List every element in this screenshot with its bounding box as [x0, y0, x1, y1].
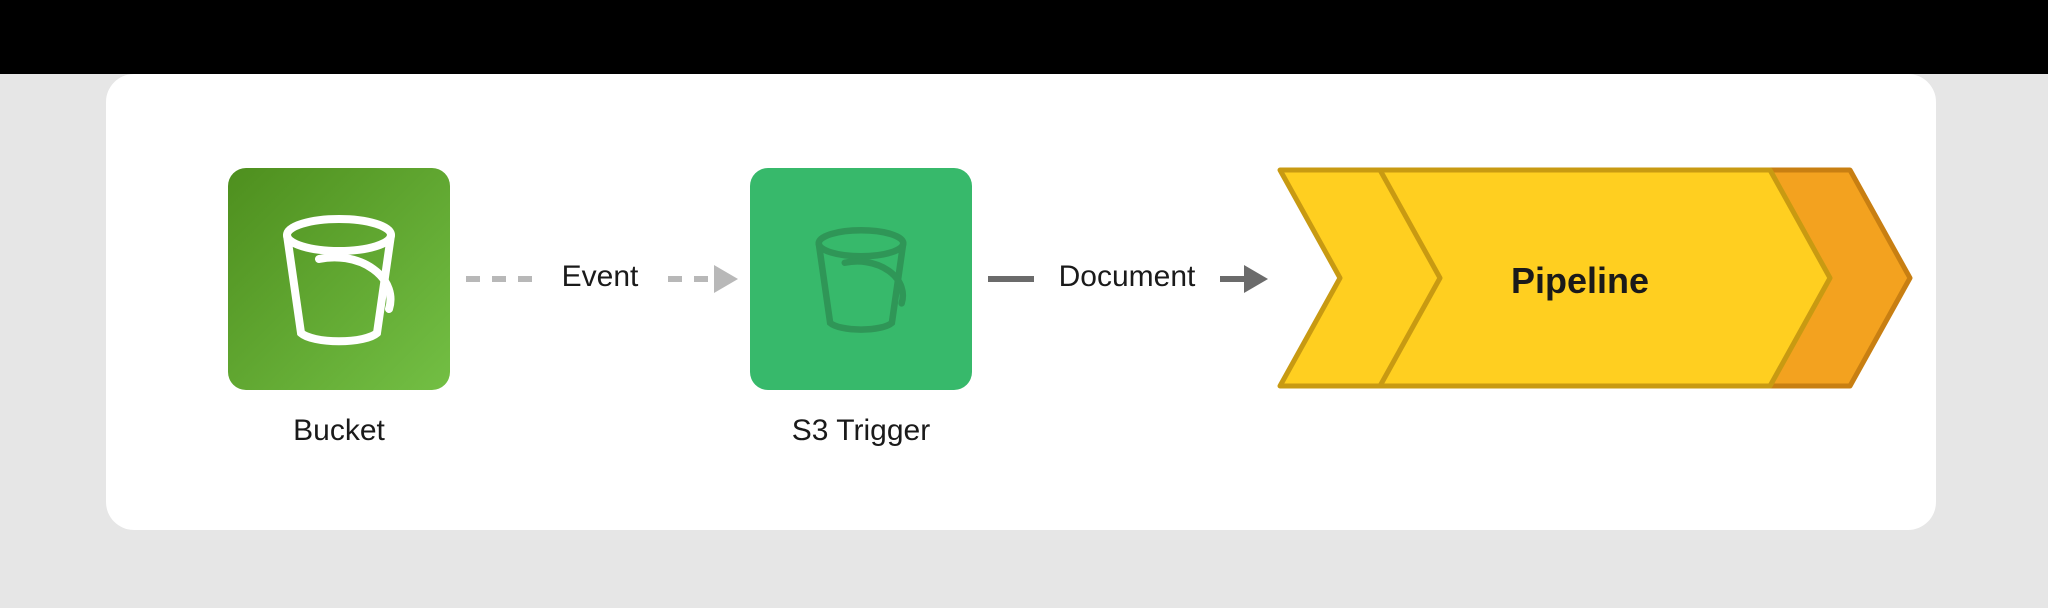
document-label: Document [1042, 260, 1212, 294]
pipeline-label: Pipeline [1450, 260, 1710, 302]
